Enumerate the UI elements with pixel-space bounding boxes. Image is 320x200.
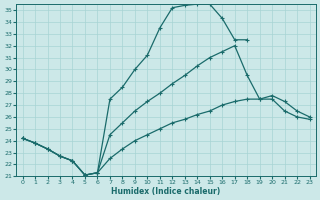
- X-axis label: Humidex (Indice chaleur): Humidex (Indice chaleur): [111, 187, 221, 196]
